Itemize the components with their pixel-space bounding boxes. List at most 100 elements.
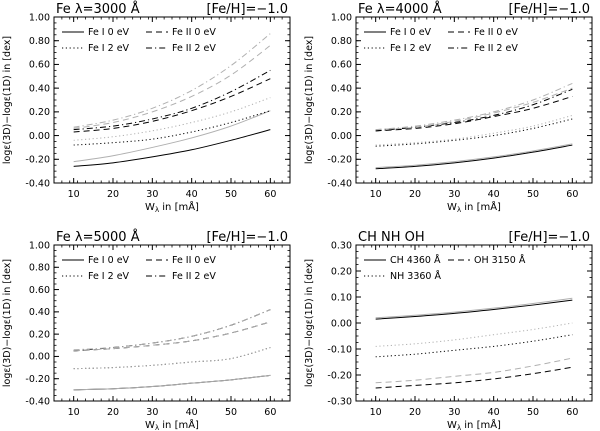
series-line-3 <box>73 110 271 146</box>
series-line-3 <box>375 118 573 147</box>
chart-title-left: Fe λ=3000 Å <box>56 1 140 17</box>
y-tick-label: -0.20 <box>327 155 352 166</box>
series-line-1 <box>375 144 573 170</box>
y-tick-label: 0.40 <box>29 83 50 94</box>
x-tick-label: 50 <box>225 407 237 418</box>
x-tick-label: 20 <box>409 407 421 418</box>
series-line-5 <box>73 78 271 133</box>
y-tick-label: -0.40 <box>327 178 352 189</box>
y-tick-label: 0.10 <box>331 292 352 303</box>
chart-title-right: [Fe/H]=−1.0 <box>508 2 590 17</box>
legend-label-2: Fe II 0 eV <box>172 27 216 38</box>
chart-title-right: [Fe/H]=−1.0 <box>206 230 288 245</box>
legend-label-2: Fe II 0 eV <box>474 27 518 38</box>
x-tick-label: 40 <box>488 407 500 418</box>
y-tick-label: 0.80 <box>331 36 352 47</box>
y-tick-label: 1.00 <box>29 240 50 251</box>
chart-panel-3: 10 20 30 40 50 60 -0.40 -0.20 0.00 0.20 0.40 0.60 0.… <box>2 229 291 431</box>
y-tick-label: -0.10 <box>327 344 352 355</box>
legend-label-4: Fe II 2 eV <box>172 43 216 54</box>
x-tick-label: 30 <box>448 407 460 418</box>
series-line-2 <box>375 143 573 169</box>
series-line-6 <box>73 69 271 131</box>
x-tick-label: 60 <box>566 189 578 200</box>
y-tick-label: 0.20 <box>331 107 352 118</box>
legend-label-2: Fe II 0 eV <box>172 255 216 266</box>
series-line-4 <box>375 322 573 347</box>
series-line-4 <box>73 347 271 370</box>
y-tick-label: 0.00 <box>29 352 50 363</box>
series-line-1 <box>73 129 271 167</box>
y-tick-label: 0.00 <box>29 131 50 142</box>
y-tick-label: -0.40 <box>25 178 50 189</box>
series-line-5 <box>73 321 271 352</box>
y-tick-label: 0.40 <box>331 83 352 94</box>
x-tick-label: 60 <box>566 407 578 418</box>
series-line-6 <box>73 309 271 352</box>
x-axis-label: Wλ in [mÅ] <box>145 418 199 431</box>
y-tick-label: 0.60 <box>29 285 50 296</box>
series-line-3 <box>375 334 573 358</box>
series-line-7 <box>73 321 271 352</box>
x-tick-label: 20 <box>409 189 421 200</box>
y-tick-label: -0.40 <box>25 396 50 407</box>
y-tick-label: 0.20 <box>29 329 50 340</box>
series-line-2 <box>375 297 573 319</box>
y-tick-label: -0.20 <box>25 155 50 166</box>
x-tick-label: 50 <box>527 189 539 200</box>
chart-panel-2: 10 20 30 40 50 60 -0.40 -0.20 0.00 0.20 0.40 0.60 0.… <box>304 1 593 214</box>
x-tick-label: 30 <box>146 407 158 418</box>
chart-title-right: [Fe/H]=−1.0 <box>508 230 590 245</box>
x-tick-label: 40 <box>186 189 198 200</box>
chart-title-left: Fe λ=4000 Å <box>358 1 442 17</box>
chart-panel-4: 10 20 30 40 50 60 -0.30 -0.20 -0.10 0.00 0.10 0.20 0… <box>304 230 593 431</box>
y-tick-label: 0.30 <box>331 240 352 251</box>
y-tick-label: 0.20 <box>29 107 50 118</box>
y-tick-label: 1.00 <box>331 12 352 23</box>
series-line-1 <box>73 374 271 391</box>
y-tick-label: -0.20 <box>25 374 50 385</box>
series-line-3 <box>73 347 271 370</box>
x-tick-label: 10 <box>68 407 80 418</box>
series-line-6 <box>375 357 573 384</box>
legend-label-3: Fe I 2 eV <box>88 271 130 282</box>
x-tick-label: 40 <box>186 407 198 418</box>
x-tick-label: 20 <box>107 407 119 418</box>
x-tick-label: 50 <box>527 407 539 418</box>
y-axis-label: logε(3D)−logε(1D) in [dex] <box>2 259 13 387</box>
legend-label-1: CH 4360 Å <box>390 254 441 266</box>
y-tick-label: 0.00 <box>331 131 352 142</box>
x-tick-label: 10 <box>370 189 382 200</box>
plot-frame <box>355 244 593 402</box>
y-tick-label: 0.80 <box>29 36 50 47</box>
chart-title-right: [Fe/H]=−1.0 <box>206 2 288 17</box>
x-axis-label: Wλ in [mÅ] <box>145 200 199 214</box>
series-line-2 <box>73 110 271 163</box>
chart-title-left: Fe λ=5000 Å <box>56 229 140 245</box>
x-tick-label: 30 <box>146 189 158 200</box>
series-line-7 <box>73 45 271 129</box>
y-tick-label: 0.20 <box>331 266 352 277</box>
y-tick-label: 0.00 <box>331 318 352 329</box>
x-tick-label: 40 <box>488 189 500 200</box>
x-tick-label: 60 <box>264 189 276 200</box>
legend-label-1: Fe I 0 eV <box>390 27 432 38</box>
x-axis-label: Wλ in [mÅ] <box>447 418 501 431</box>
chart-panel-1: 10 20 30 40 50 60 -0.40 -0.20 0.00 0.20 0.40 0.60 0.… <box>2 1 291 214</box>
y-tick-label: 0.60 <box>331 60 352 71</box>
series-line-5 <box>375 366 573 389</box>
y-tick-label: 0.40 <box>29 307 50 318</box>
y-tick-label: -0.20 <box>327 370 352 381</box>
series-line-8 <box>73 33 271 128</box>
y-tick-label: 0.60 <box>29 60 50 71</box>
series-line-8 <box>375 82 573 131</box>
series-line-6 <box>375 88 573 132</box>
x-tick-label: 20 <box>107 189 119 200</box>
legend-label-2: OH 3150 Å <box>474 254 526 266</box>
y-axis-label: logε(3D)−logε(1D) in [dex] <box>2 36 13 164</box>
y-tick-label: 1.00 <box>29 12 50 23</box>
legend-label-3: NH 3360 Å <box>390 270 441 282</box>
series-line-4 <box>375 114 573 146</box>
series-line-5 <box>375 95 573 132</box>
